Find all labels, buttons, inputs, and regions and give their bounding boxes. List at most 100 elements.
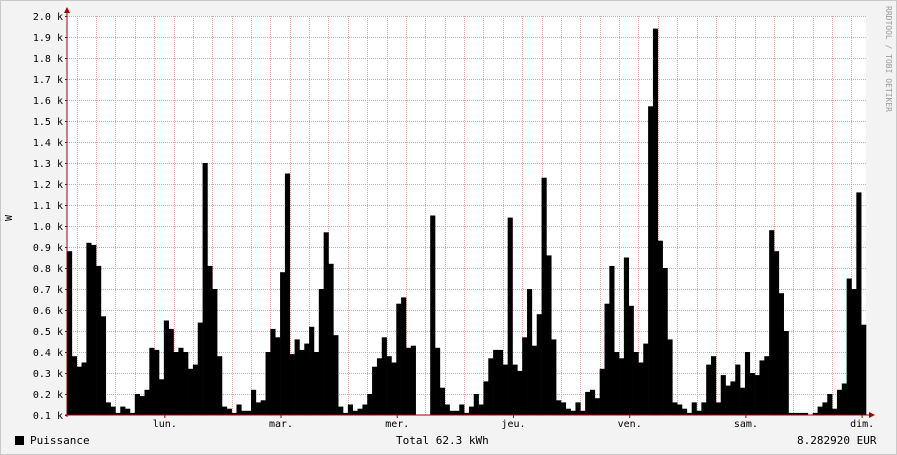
bar — [773, 251, 780, 415]
bar — [793, 412, 799, 415]
bar — [507, 217, 513, 415]
x-tick-label: jeu. — [501, 419, 525, 430]
bar — [309, 326, 315, 415]
bar — [435, 347, 441, 415]
bar — [139, 396, 145, 415]
bar — [648, 106, 654, 416]
bar — [696, 410, 702, 415]
bar — [740, 387, 746, 415]
bar — [619, 358, 625, 415]
bar — [473, 394, 479, 415]
bar — [551, 339, 557, 415]
bar — [667, 339, 673, 415]
bar — [289, 354, 295, 415]
bar — [275, 337, 281, 415]
bar — [71, 356, 77, 415]
bar — [464, 412, 470, 415]
bar — [677, 404, 683, 415]
bar — [754, 375, 760, 415]
bar — [657, 240, 663, 415]
bar — [497, 349, 504, 415]
bar — [188, 368, 194, 415]
bar — [846, 278, 852, 415]
bar — [560, 402, 567, 415]
bar — [735, 364, 741, 415]
bar — [609, 265, 615, 415]
y-tick-label: 1.5 k — [33, 117, 63, 128]
bar — [730, 381, 736, 415]
bar — [144, 389, 150, 415]
bar — [401, 297, 407, 415]
y-tick-label: 0.3 k — [33, 369, 63, 380]
bar — [280, 272, 286, 415]
bar — [221, 406, 228, 415]
bar — [841, 383, 847, 415]
bar — [168, 328, 174, 415]
bar — [652, 28, 659, 415]
bar — [178, 347, 184, 415]
legend-label: Puissance — [30, 434, 90, 447]
bar — [764, 356, 770, 415]
bar — [449, 410, 455, 415]
bar — [531, 345, 538, 415]
bar — [701, 402, 707, 415]
x-tick-label: lun. — [153, 419, 177, 430]
bar — [522, 337, 528, 415]
y-tick-label: 1.2 k — [33, 180, 63, 191]
bar — [478, 404, 484, 415]
bar — [856, 192, 862, 415]
bar — [706, 364, 712, 415]
bar — [623, 257, 630, 415]
y-tick-label: 1.6 k — [33, 96, 63, 107]
bar — [749, 373, 755, 415]
y-tick-label: 1.4 k — [33, 138, 63, 149]
bar — [294, 339, 300, 415]
bar — [711, 356, 717, 415]
bar — [105, 402, 111, 415]
bar — [134, 394, 140, 415]
bar — [614, 352, 620, 415]
bar — [459, 404, 465, 415]
bar — [439, 387, 446, 415]
bar — [149, 347, 155, 415]
bar — [488, 358, 494, 415]
y-tick-label: 0.2 k — [33, 390, 63, 401]
x-tick-label: dim. — [850, 419, 874, 430]
bar — [715, 402, 722, 415]
bar — [672, 402, 678, 415]
bar — [633, 352, 639, 415]
bar — [192, 364, 199, 415]
total-energy: Total 62.3 kWh — [396, 434, 489, 447]
bar — [778, 293, 784, 415]
bar — [788, 412, 794, 415]
y-tick-label: 0.1 k — [33, 411, 63, 422]
y-tick-label: 1.7 k — [33, 75, 63, 86]
y-tick-label: 1.3 k — [33, 159, 63, 170]
bar — [686, 412, 692, 415]
x-tick-label: sam. — [734, 419, 758, 430]
bar — [628, 305, 634, 415]
bar — [536, 314, 542, 415]
power-chart: 0.1 k 0.2 k 0.3 k 0.4 k 0.5 k 0.6 k 0.7 k 0.8 k… — [4, 6, 893, 430]
bar — [357, 408, 363, 415]
bar — [323, 232, 329, 415]
y-tick-label: 0.6 k — [33, 306, 63, 317]
bar — [212, 289, 218, 415]
bar — [386, 356, 392, 415]
bar — [430, 215, 436, 415]
y-tick-label: 1.8 k — [33, 54, 63, 65]
y-axis-ticks: 0.1 k 0.2 k 0.3 k 0.4 k 0.5 k 0.6 k 0.7 k 0.8 k… — [33, 12, 67, 422]
bar — [260, 400, 266, 415]
bar — [580, 410, 586, 415]
bar — [197, 322, 203, 415]
bar — [691, 402, 697, 415]
bar — [744, 352, 751, 415]
bar — [154, 349, 160, 415]
bar — [236, 404, 242, 415]
bar — [100, 316, 107, 415]
bar — [265, 352, 271, 415]
bar — [372, 366, 378, 415]
bar — [643, 343, 649, 415]
bar — [861, 324, 867, 415]
bar — [444, 404, 450, 415]
